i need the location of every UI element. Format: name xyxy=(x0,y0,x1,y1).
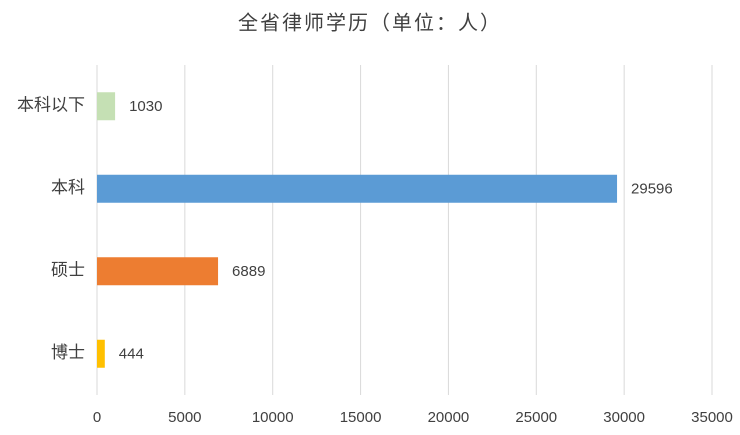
y-tick-label: 硕士 xyxy=(51,261,85,280)
data-label: 444 xyxy=(119,346,144,363)
x-tick-label: 20000 xyxy=(428,409,470,426)
data-label: 29596 xyxy=(631,181,673,198)
bar xyxy=(97,174,618,203)
x-tick-label: 0 xyxy=(93,409,101,426)
data-label: 6889 xyxy=(232,263,265,280)
chart-title: 全省律师学历（单位：人） xyxy=(238,11,502,34)
x-tick-label: 15000 xyxy=(340,409,382,426)
x-tick-label: 25000 xyxy=(515,409,557,426)
data-label: 1030 xyxy=(129,98,162,115)
x-tick-label: 30000 xyxy=(603,409,645,426)
y-tick-label: 本科 xyxy=(51,178,85,197)
x-tick-label: 5000 xyxy=(168,409,201,426)
x-tick-label: 10000 xyxy=(252,409,294,426)
bar xyxy=(97,257,219,286)
x-tick-label: 35000 xyxy=(691,409,733,426)
y-tick-label: 博士 xyxy=(51,343,85,362)
bar xyxy=(97,339,105,368)
bar xyxy=(97,92,116,121)
y-tick-label: 本科以下 xyxy=(17,96,85,115)
